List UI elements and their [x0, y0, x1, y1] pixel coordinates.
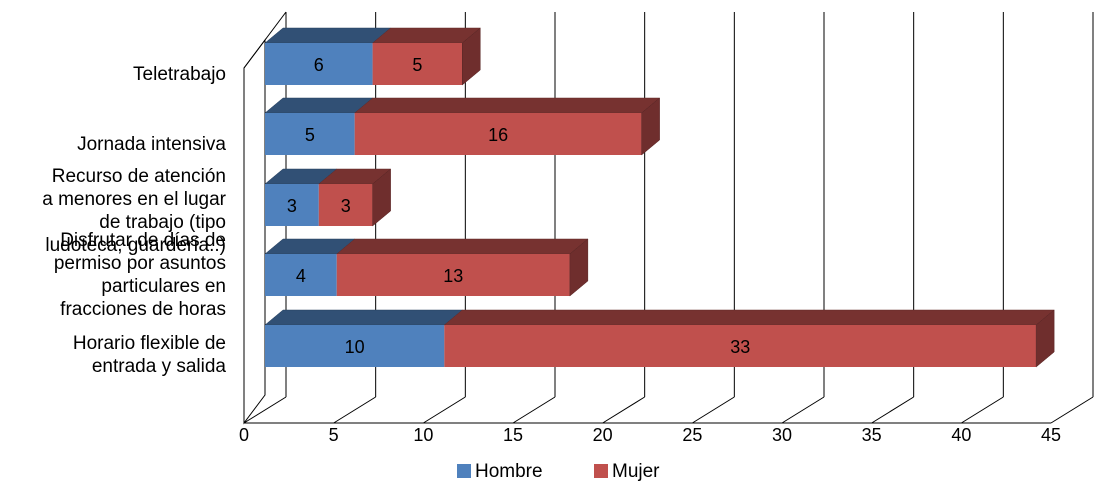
bar-top-0-0 — [264, 27, 392, 44]
x-tick-label-0: 0 — [239, 425, 249, 445]
floor-gridline-8 — [961, 396, 1004, 424]
data-label-hombre-1: 5 — [305, 125, 315, 145]
x-tick-label-5: 25 — [682, 425, 702, 445]
bar-top-0-4 — [264, 309, 464, 326]
legend: Hombre Mujer — [457, 461, 660, 482]
floor-gridline-7 — [871, 396, 914, 424]
floor-gridline-1 — [333, 396, 376, 424]
x-tick-label-6: 30 — [772, 425, 792, 445]
x-tick-label-2: 10 — [413, 425, 433, 445]
data-label-hombre-4: 10 — [345, 337, 365, 357]
data-label-mujer-1: 16 — [488, 125, 508, 145]
data-label-mujer-0: 5 — [412, 55, 422, 75]
category-label-1: Jornada intensiva — [77, 134, 226, 155]
category-label-line: entrada y salida — [92, 356, 227, 377]
bar-mujer-3 — [336, 254, 570, 296]
bar-mujer-0 — [372, 43, 463, 85]
legend-label-hombre: Hombre — [475, 461, 543, 482]
data-label-mujer-2: 3 — [341, 196, 351, 216]
floor-gridline-2 — [423, 396, 466, 424]
x-tick-label-1: 5 — [329, 425, 339, 445]
bar-top-1-4 — [443, 309, 1055, 326]
bar-top-1-0 — [371, 27, 481, 44]
data-label-hombre-2: 3 — [287, 196, 297, 216]
floor-gridline-4 — [602, 396, 645, 424]
bar-mujer-2 — [318, 184, 373, 226]
bar-side-1-2 — [372, 168, 391, 227]
bar-top-1-1 — [353, 97, 661, 114]
category-label-2: Recurso de atención a menores en el lugar… — [42, 166, 226, 256]
bar-side-1-4 — [1035, 309, 1055, 368]
legend-swatch-mujer — [594, 464, 608, 478]
category-label-line: ludoteca, guardería..) — [45, 235, 226, 256]
category-label-line: permiso por asuntos — [54, 253, 226, 274]
x-tick-label-7: 35 — [862, 425, 882, 445]
category-label-line: Teletrabajo — [133, 64, 226, 85]
bar-side-1-1 — [641, 97, 660, 156]
x-tick-label-9: 45 — [1041, 425, 1061, 445]
floor-gridline-0 — [243, 396, 287, 424]
data-label-mujer-4: 33 — [730, 337, 750, 357]
category-label-4: Horario flexible de entrada y salida — [73, 333, 227, 377]
bar-top-1-3 — [336, 238, 589, 255]
bar-side-1-0 — [462, 27, 481, 86]
wall-top-left-edge — [243, 11, 287, 69]
bar-hombre-1 — [265, 113, 355, 155]
floor-gridline-5 — [692, 396, 735, 424]
left-wall — [243, 38, 266, 425]
category-label-line: Jornada intensiva — [77, 134, 226, 155]
floor-gridline-9 — [1050, 396, 1094, 424]
category-label-0: Teletrabajo — [133, 64, 226, 85]
x-tick-label-3: 15 — [503, 425, 523, 445]
data-label-mujer-3: 13 — [443, 266, 463, 286]
category-label-line: Recurso de atención — [52, 166, 226, 187]
data-label-hombre-0: 6 — [314, 55, 324, 75]
legend-swatch-hombre — [457, 464, 471, 478]
category-label-line: Disfrutar de días de — [60, 230, 226, 251]
bar-side-1-3 — [569, 238, 589, 297]
bar-hombre-2 — [265, 184, 319, 226]
bar-hombre-4 — [265, 325, 445, 367]
category-label-line: fracciones de horas — [60, 299, 226, 320]
x-tick-labels: 0 5 10 15 20 25 30 35 40 45 — [239, 425, 1061, 445]
category-label-line: particulares en — [101, 276, 226, 297]
bar-top-0-1 — [264, 97, 374, 114]
bar-hombre-0 — [265, 43, 373, 85]
category-label-line: a menores en el lugar — [42, 189, 226, 210]
x-tick-label-8: 40 — [951, 425, 971, 445]
x-tick-label-4: 20 — [593, 425, 613, 445]
category-label-3: Disfrutar de días de permiso por asuntos p… — [54, 230, 226, 320]
floor-gridline-6 — [781, 396, 825, 424]
category-label-line: Horario flexible de — [73, 333, 226, 354]
bar-hombre-3 — [265, 254, 337, 296]
category-label-line: de trabajo (tipo — [99, 212, 226, 233]
category-labels: Teletrabajo Jornada intensiva Recurso de a… — [42, 64, 226, 377]
data-label-hombre-3: 4 — [296, 266, 306, 286]
bar-mujer-1 — [354, 113, 642, 155]
legend-label-mujer: Mujer — [612, 461, 660, 482]
bar-mujer-4 — [444, 325, 1037, 367]
floor-gridline-3 — [512, 396, 556, 424]
